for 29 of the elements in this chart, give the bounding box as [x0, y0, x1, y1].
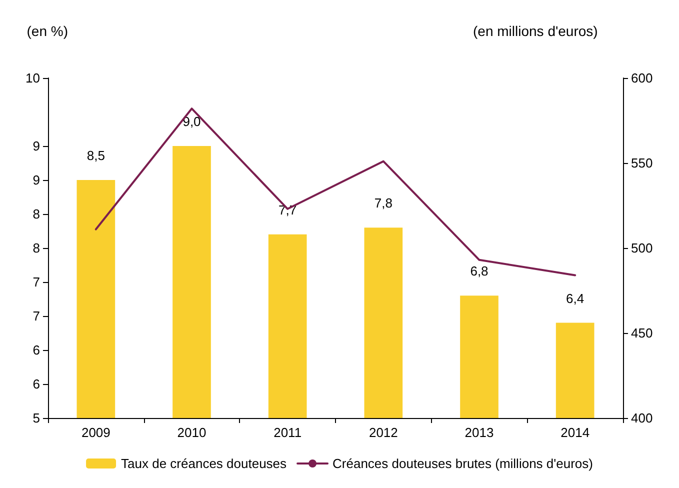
data-label: 6,8 [470, 264, 488, 279]
y-tick-label: 9 [32, 138, 40, 154]
legend-label: Taux de créances douteuses [121, 456, 288, 471]
x-tick-label: 2011 [274, 425, 302, 440]
x-tick-label: 2010 [177, 425, 206, 440]
x-tick-label: 2014 [560, 425, 590, 440]
y-tick-label: 8 [32, 240, 40, 256]
y-tick-label: 5 [32, 410, 40, 426]
x-tick-label: 2013 [464, 425, 494, 440]
legend-label: Créances douteuses brutes (millions d'euros) [332, 456, 593, 471]
y-axis-title: (en %) [26, 23, 68, 39]
x-tick-label: 2009 [81, 425, 110, 440]
y-tick-label: 7 [32, 274, 40, 290]
x-tick-label: 2012 [368, 425, 398, 440]
data-label: 8,5 [86, 148, 105, 163]
y-tick-label: 6 [32, 376, 40, 392]
y2-tick-label: 450 [631, 326, 653, 340]
y2-tick-label: 500 [631, 240, 653, 256]
y2-axis-title: (en millions d'euros) [473, 23, 598, 39]
y2-tick-label: 550 [631, 156, 653, 170]
data-label: 6,4 [566, 290, 584, 306]
y-tick-label: 8 [32, 206, 40, 222]
y2-tick-label: 600 [631, 70, 653, 86]
y-tick-label: 7 [32, 308, 40, 324]
y2-tick-label: 400 [631, 410, 653, 426]
data-label: 7,8 [374, 196, 392, 211]
y-tick-label: 6 [32, 342, 40, 358]
y-tick-label: 10 [26, 70, 40, 86]
y-tick-label: 9 [32, 172, 40, 188]
